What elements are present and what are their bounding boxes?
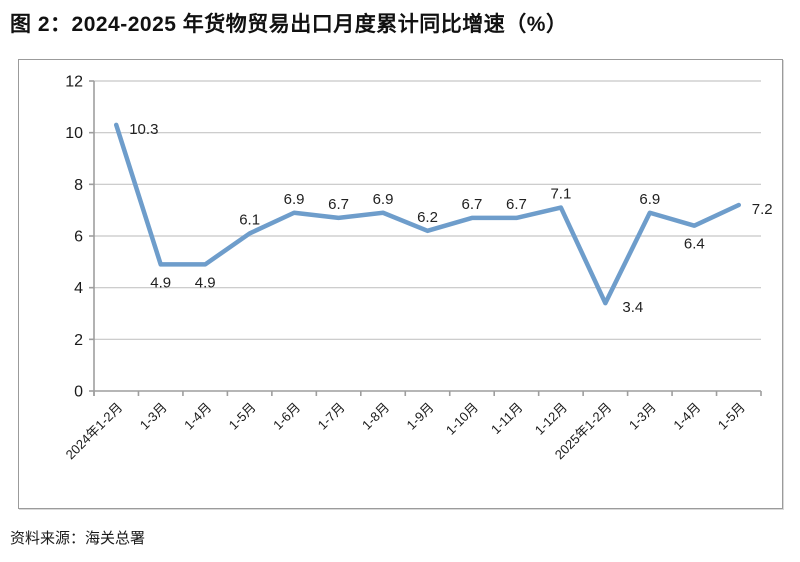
series-line [113,122,742,306]
x-tick-label: 1-12月 [532,400,570,438]
x-tick-label: 2024年1-2月 [63,400,126,463]
chart-container: 0 2 4 6 8 10 12 2024年1-2月 1-3月 1-4月 1-5月 1-6月 1-7月 1-… [18,59,783,509]
line-chart: 0 2 4 6 8 10 12 2024年1-2月 1-3月 1-4月 1-5月 1-6月 1-7月 1-… [63,74,773,463]
y-tick-label: 8 [74,177,83,194]
data-label: 7.2 [752,201,773,218]
y-tick-label: 4 [74,280,83,297]
x-tick-label: 1-4月 [670,400,703,433]
x-tick-label: 1-7月 [315,400,348,433]
x-tick-label: 1-9月 [404,400,437,433]
data-label: 6.7 [328,196,349,213]
x-tick-label: 1-6月 [270,400,303,433]
x-tick-label: 1-5月 [715,400,748,433]
y-tick-label: 0 [74,384,83,401]
data-label: 4.9 [150,274,171,291]
source-note: 资料来源：海关总署 [10,530,146,547]
x-tick-label: 1-3月 [626,400,659,433]
x-tick-label: 1-8月 [359,400,392,433]
data-label: 6.4 [684,236,705,253]
data-label: 6.7 [462,196,483,213]
data-label: 3.4 [622,299,643,316]
data-label: 6.1 [239,211,260,228]
x-tick-label: 1-4月 [181,400,214,433]
y-tick-label: 6 [74,229,83,246]
data-label: 4.9 [195,274,216,291]
data-label: 6.9 [373,191,394,208]
x-tick-label: 1-3月 [137,400,170,433]
data-label: 6.2 [417,209,438,226]
x-tick-label: 1-5月 [226,400,259,433]
y-tick-label: 12 [65,74,83,91]
y-tick-label: 2 [74,332,83,349]
y-tick-label: 10 [65,125,83,142]
data-label: 7.1 [550,186,571,203]
x-tick-label: 1-11月 [488,400,526,438]
data-label: 6.9 [639,191,660,208]
data-label: 6.9 [284,191,305,208]
data-label: 10.3 [129,121,158,138]
data-label: 6.7 [506,196,527,213]
x-tick-label: 1-10月 [443,400,481,438]
figure-title: 图 2：2024-2025 年货物贸易出口月度累计同比增速（%） [10,13,568,36]
